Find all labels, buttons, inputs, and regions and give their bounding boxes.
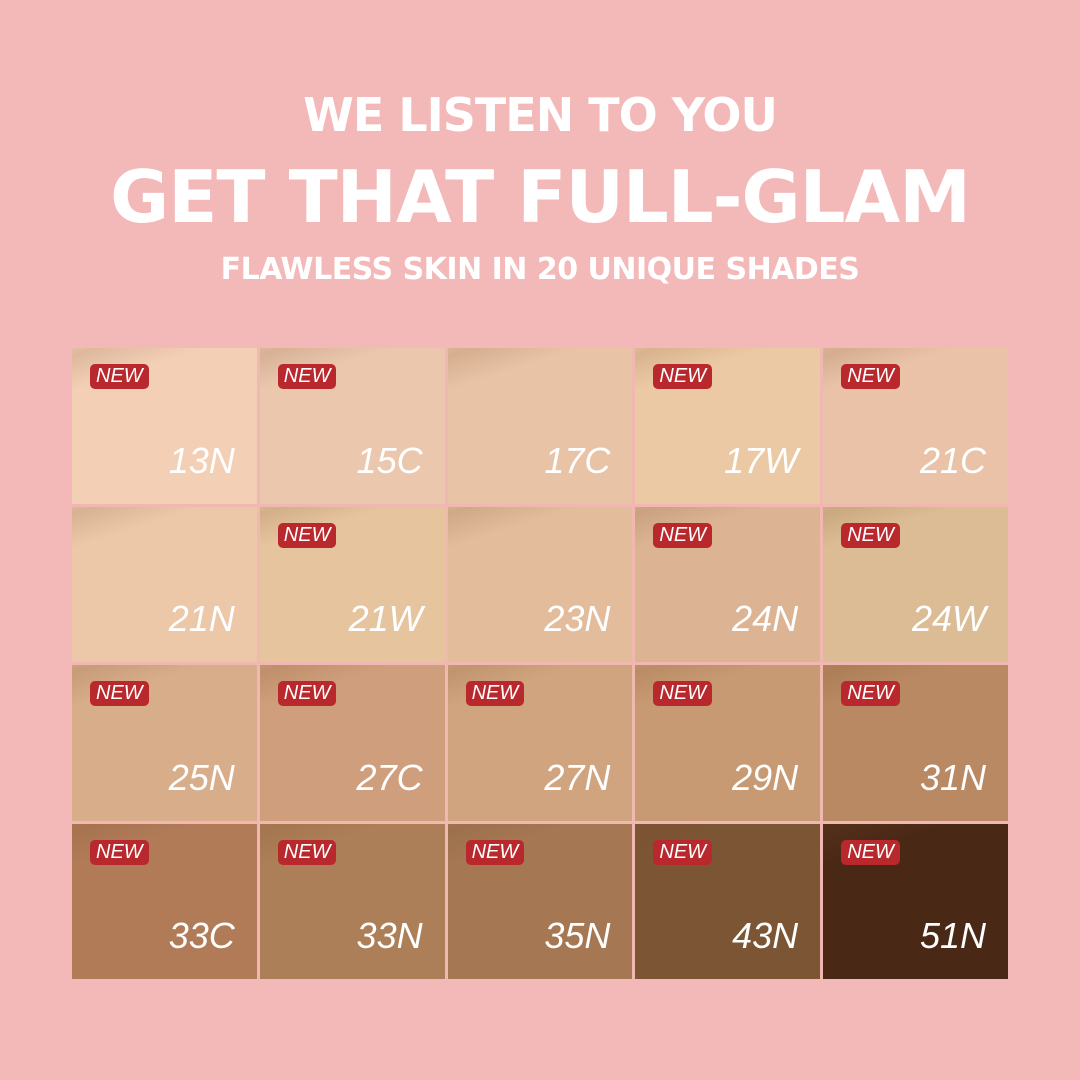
shade-code: 21N xyxy=(168,598,235,639)
new-badge: NEW xyxy=(841,364,900,389)
shade-code: 43N xyxy=(732,915,799,956)
shade-code: 29N xyxy=(732,756,799,798)
new-badge: NEW xyxy=(841,522,900,548)
new-badge: NEW xyxy=(465,839,525,865)
headline-main: GET THAT FULL-GLAM xyxy=(110,155,971,239)
shade-code: 23N xyxy=(544,598,611,639)
shade-code: 27N xyxy=(544,756,611,798)
headline-top: WE LISTEN TO YOU xyxy=(303,88,778,142)
new-badge: NEW xyxy=(90,681,149,706)
new-badge: NEW xyxy=(90,364,149,389)
new-badge: NEW xyxy=(653,522,713,548)
new-badge: NEW xyxy=(277,839,337,865)
shade-swatch: NEW 25N xyxy=(72,665,257,821)
new-badge: NEW xyxy=(277,681,337,706)
shade-swatch: 23N xyxy=(447,506,633,662)
shade-swatch: 17C xyxy=(447,348,633,504)
new-badge: NEW xyxy=(653,839,713,865)
new-badge: NEW xyxy=(277,364,337,389)
new-badge: NEW xyxy=(653,364,713,389)
shade-code: 13N xyxy=(168,439,235,481)
shade-code: 17W xyxy=(724,439,799,481)
shade-swatch: NEW 21W xyxy=(259,506,445,662)
shade-code: 15C xyxy=(356,439,423,481)
subheadline: FLAWLESS SKIN IN 20 UNIQUE SHADES xyxy=(220,252,860,287)
shade-swatch: NEW 27N xyxy=(447,665,633,821)
shade-code: 21C xyxy=(919,439,986,481)
shade-code: 25N xyxy=(168,756,235,798)
shade-code: 24N xyxy=(732,598,799,639)
shade-code: 35N xyxy=(544,915,611,956)
shade-swatch: 21N xyxy=(72,506,257,662)
shade-swatch: NEW 33C xyxy=(72,823,257,979)
new-badge: NEW xyxy=(90,839,149,865)
shade-code: 51N xyxy=(919,915,986,956)
shade-swatch: NEW 27C xyxy=(259,665,445,821)
new-badge: NEW xyxy=(465,681,525,706)
shade-swatch: NEW 43N xyxy=(635,823,821,979)
shade-code: 24W xyxy=(911,598,986,639)
shade-code: 31N xyxy=(919,756,986,798)
shade-code: 33C xyxy=(168,915,235,956)
shade-swatch: NEW 31N xyxy=(823,665,1008,821)
shade-grid: NEW 13N NEW 15C 17C NEW 17W NEW 21C 21N NEW 21W 23N N… xyxy=(72,348,1008,979)
shade-swatch: NEW 17W xyxy=(635,348,821,504)
shade-swatch: NEW 29N xyxy=(635,665,821,821)
shade-swatch: NEW 33N xyxy=(259,823,445,979)
shade-code: 27C xyxy=(356,756,423,798)
shade-code: 33N xyxy=(356,915,423,956)
shade-swatch: NEW 24N xyxy=(635,506,821,662)
new-badge: NEW xyxy=(841,681,900,706)
shade-code: 17C xyxy=(544,439,611,481)
shade-swatch: NEW 51N xyxy=(823,823,1008,979)
new-badge: NEW xyxy=(277,522,337,548)
shade-swatch: NEW 35N xyxy=(447,823,633,979)
shade-swatch: NEW 21C xyxy=(823,348,1008,504)
shade-swatch: NEW 15C xyxy=(259,348,445,504)
shade-code: 21W xyxy=(348,598,423,639)
shade-swatch: NEW 24W xyxy=(823,506,1008,662)
new-badge: NEW xyxy=(653,681,713,706)
shade-swatch: NEW 13N xyxy=(72,348,257,504)
new-badge: NEW xyxy=(841,839,900,865)
